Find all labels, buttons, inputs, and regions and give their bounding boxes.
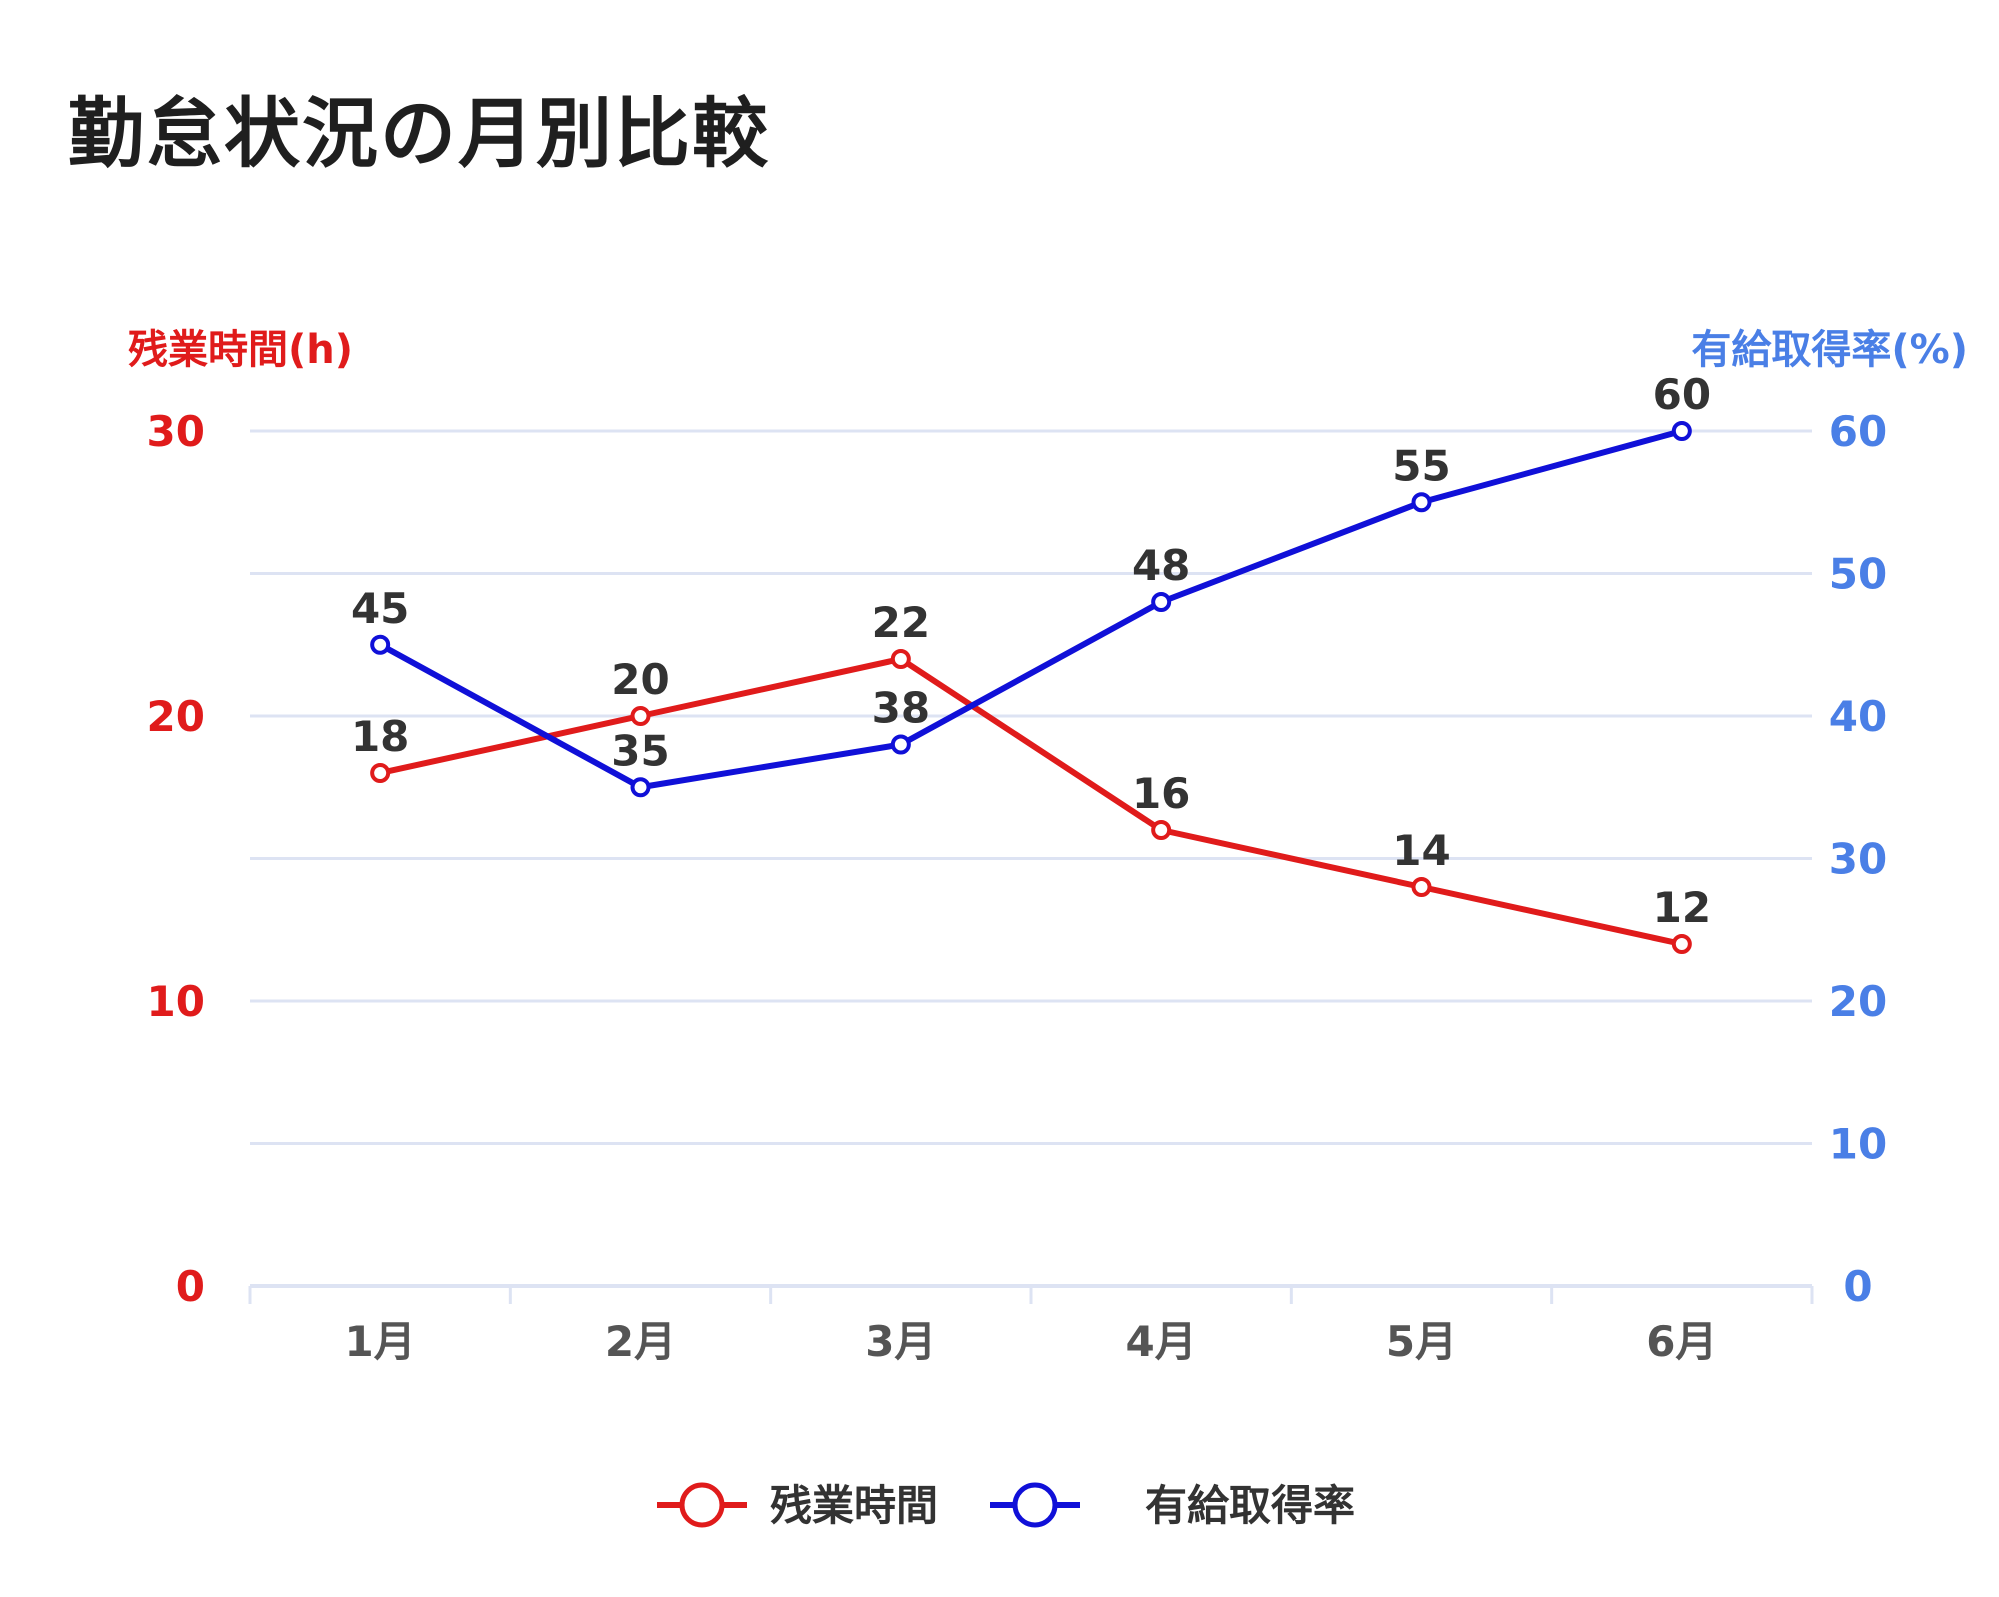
axes: 残業時間(h) 有給取得率(%) 0 10 20 30 40 50 60 0 10 20 30 1月 2…	[128, 327, 1968, 1366]
series-line-leave	[378, 428, 1683, 791]
data-label-leave: 60	[1653, 370, 1711, 419]
data-point-leave	[1671, 421, 1692, 441]
right-axis-tick-label: 50	[1829, 550, 1887, 599]
data-point-overtime	[890, 649, 911, 669]
data-label-overtime: 14	[1392, 826, 1450, 875]
data-label-overtime: 18	[351, 712, 409, 761]
right-axis-tick-label: 60	[1829, 407, 1887, 456]
data-label-leave: 35	[611, 726, 669, 775]
x-axis-tick-label: 4月	[1126, 1317, 1197, 1366]
data-label-overtime: 12	[1653, 883, 1711, 932]
data-label-overtime: 20	[611, 655, 669, 704]
data-point-leave	[1151, 592, 1172, 612]
data-point-overtime	[1151, 820, 1172, 840]
gridlines	[250, 429, 1812, 1145]
left-axis-tick-label: 30	[147, 407, 205, 456]
data-point-overtime	[630, 706, 651, 726]
series-line-overtime	[379, 656, 1683, 947]
right-axis-tick-label: 40	[1829, 692, 1887, 741]
left-axis-tick-label: 0	[176, 1262, 205, 1311]
data-point-leave	[370, 634, 391, 655]
x-axis-tick-label: 2月	[605, 1317, 676, 1366]
legend-marker-leave	[1012, 1482, 1058, 1528]
legend: 残業時間 有給取得率	[657, 1481, 1355, 1530]
data-labels: 18 20 22 16 14 12 45 35 38 48 55 60	[351, 370, 1711, 932]
data-point-overtime	[1411, 877, 1432, 897]
right-axis-title: 有給取得率(%)	[1691, 327, 1968, 373]
data-point-leave	[1411, 492, 1432, 513]
data-label-overtime: 16	[1132, 769, 1190, 818]
series-lines	[370, 421, 1692, 954]
data-label-leave: 48	[1132, 541, 1190, 590]
data-point-leave	[630, 777, 651, 798]
data-label-leave: 55	[1392, 441, 1450, 490]
legend-label-leave: 有給取得率	[1145, 1481, 1355, 1530]
data-label-leave: 38	[872, 684, 930, 733]
legend-label-overtime: 残業時間	[770, 1481, 938, 1530]
left-axis-tick-label: 10	[147, 977, 205, 1026]
x-axis-tick-label: 1月	[345, 1317, 416, 1366]
left-axis-tick-label: 20	[147, 692, 205, 741]
data-label-overtime: 22	[872, 598, 930, 647]
chart-title: 勤怠状況の月別比較	[68, 89, 770, 178]
data-label-leave: 45	[351, 584, 409, 633]
data-point-leave	[890, 734, 911, 755]
right-axis-tick-label: 0	[1843, 1262, 1872, 1311]
right-axis-tick-label: 10	[1829, 1120, 1887, 1169]
x-axis-tick-label: 3月	[865, 1317, 936, 1366]
right-axis-tick-label: 30	[1829, 835, 1887, 884]
data-point-overtime	[370, 763, 391, 783]
legend-marker-overtime	[679, 1482, 725, 1528]
data-point-overtime	[1671, 934, 1692, 954]
right-axis-tick-label: 20	[1829, 977, 1887, 1026]
left-axis-title: 残業時間(h)	[128, 327, 353, 373]
x-axis-tick-label: 6月	[1646, 1317, 1717, 1366]
x-axis-tick-label: 5月	[1386, 1317, 1457, 1366]
